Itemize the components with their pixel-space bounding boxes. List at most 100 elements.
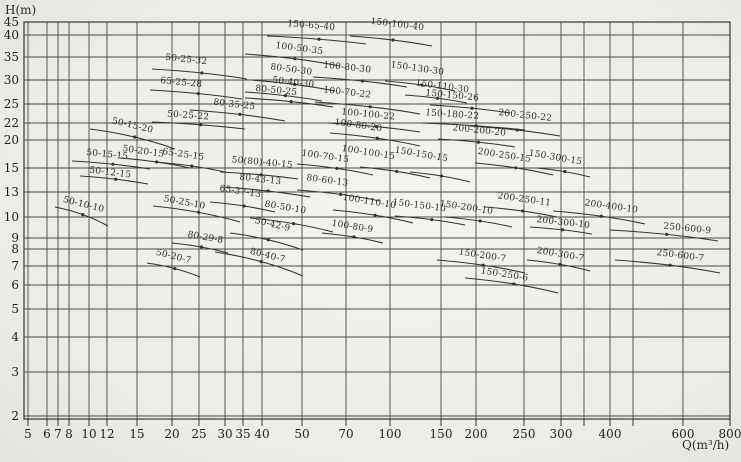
- pump-curve-point: [521, 209, 525, 213]
- pump-curve-label: 80-50-25: [255, 84, 298, 98]
- pump-curve-point: [374, 125, 378, 129]
- y-axis-title: H(m): [5, 3, 37, 17]
- pump-curve-point: [512, 282, 516, 286]
- pump-curve-point: [259, 173, 263, 177]
- pump-curve-point: [391, 38, 395, 42]
- pump-curve-point: [668, 263, 672, 267]
- pump-curve-label: 250-600-9: [663, 222, 712, 237]
- x-tick-label: 30: [217, 427, 232, 441]
- x-tick-label: 15: [129, 427, 144, 441]
- pump-curve-point: [514, 166, 518, 170]
- y-tick-label: 6: [11, 278, 19, 292]
- pump-curve: [229, 232, 304, 251]
- x-tick-label: 600: [672, 427, 695, 441]
- pump-curve-point: [133, 135, 137, 139]
- pump-curve-point: [190, 164, 194, 168]
- pump-curve-label: 100-80-30: [323, 60, 372, 75]
- pump-curve: [409, 171, 471, 183]
- pump-curve-point: [515, 128, 519, 132]
- pump-curve-point: [111, 162, 115, 166]
- pump-curve-label: 80-60-13: [306, 173, 349, 188]
- pump-curve-point: [560, 228, 565, 232]
- pump-curve-point: [197, 210, 201, 214]
- pump-curve: [536, 167, 591, 178]
- y-tick-label: 22: [4, 116, 19, 130]
- pump-curve-point: [200, 71, 204, 75]
- pump-curve-label: 150-65-40: [287, 19, 336, 33]
- pump-curve-label: 50-12-15: [89, 166, 132, 181]
- pump-curve-point: [173, 267, 177, 271]
- pump-curve: [149, 89, 243, 100]
- pump-curve-point: [238, 112, 242, 116]
- pump-curve-label: 50-25-32: [165, 53, 208, 67]
- pump-curve-point: [360, 79, 364, 83]
- pump-curve-label: 100-80-9: [331, 219, 374, 236]
- pump-curve-label: 200-250-22: [498, 108, 553, 124]
- pump-curve-point: [266, 189, 270, 193]
- pump-curve: [349, 35, 433, 47]
- x-tick-label: 12: [99, 427, 114, 441]
- x-tick-label: 25: [191, 427, 206, 441]
- pump-curve-label: 100-110-10: [342, 193, 397, 211]
- pump-curve-point: [266, 238, 270, 242]
- pump-curve-point: [395, 169, 399, 173]
- pump-curve-label: 200-250-15: [477, 147, 532, 165]
- y-tick-label: 8: [11, 242, 19, 256]
- pump-curve-label: 80-35-25: [213, 98, 256, 113]
- x-tick-label: 250: [513, 427, 536, 441]
- pump-curve-label: 50-15-15: [86, 148, 129, 162]
- x-tick-label: 800: [719, 427, 741, 441]
- pump-curve-label: 200-400-10: [584, 198, 639, 215]
- pump-curve-point: [478, 219, 482, 223]
- pump-curve-point: [481, 263, 485, 267]
- y-tick-label: 2: [11, 409, 19, 423]
- y-tick-label: 15: [4, 161, 19, 175]
- pump-curve-label: 200-200-20: [452, 123, 507, 138]
- pump-curve-point: [558, 262, 562, 266]
- y-tick-label: 30: [4, 73, 19, 87]
- x-tick-label: 150: [430, 427, 453, 441]
- pump-curve-label: 50(80)-40-15: [231, 154, 293, 170]
- x-tick-label: 6: [43, 427, 51, 441]
- x-tick-label: 5: [24, 427, 32, 441]
- pump-curve-label: 100-50-35: [275, 41, 324, 57]
- pump-curve-point: [435, 96, 440, 100]
- pump-curve-point: [373, 213, 377, 217]
- y-tick-label: 9: [11, 231, 19, 245]
- pump-curve: [474, 162, 554, 176]
- pump-curve-point: [242, 204, 246, 208]
- pump-curve-label: 150-150-26: [425, 88, 480, 103]
- pump-curve-point: [283, 94, 288, 98]
- pump-curve-point: [293, 82, 297, 86]
- pump-curve-point: [599, 214, 603, 218]
- x-tick-label: 50: [294, 427, 309, 441]
- pump-curve-label: 50-10-10: [62, 195, 105, 215]
- pump-curve-point: [335, 166, 339, 170]
- x-tick-label: 40: [254, 427, 269, 441]
- pump-curve-label: 80-29-8: [187, 230, 224, 246]
- y-tick-label: 45: [4, 15, 19, 29]
- pump-curve-label: 250-600-7: [656, 248, 705, 264]
- y-tick-label: 35: [4, 50, 19, 64]
- x-tick-label: 100: [379, 427, 402, 441]
- pump-curve-point: [114, 177, 118, 181]
- pump-curve-point: [338, 192, 343, 196]
- pump-curve-label: 80-50-10: [264, 200, 307, 217]
- pump-curve-point: [81, 213, 85, 217]
- pump-curve-point: [199, 123, 203, 127]
- pump-curve-point: [368, 105, 372, 109]
- pump-curve-point: [291, 222, 296, 226]
- y-tick-label: 10: [4, 210, 19, 224]
- x-axis-title: Q(m³/h): [682, 438, 730, 452]
- pump-curve-point: [665, 232, 669, 236]
- pump-curve-label: 150-100-40: [370, 17, 425, 34]
- pump-curve-point: [317, 37, 321, 41]
- pump-curve-label: 50-25-22: [167, 109, 210, 122]
- pump-curve-label: 50-25-10: [163, 194, 206, 211]
- y-tick-label: 5: [11, 302, 19, 316]
- pump-curve-point: [289, 100, 293, 104]
- pump-curve-point: [430, 218, 434, 222]
- pump-curve-label: 65-25-15: [162, 147, 205, 163]
